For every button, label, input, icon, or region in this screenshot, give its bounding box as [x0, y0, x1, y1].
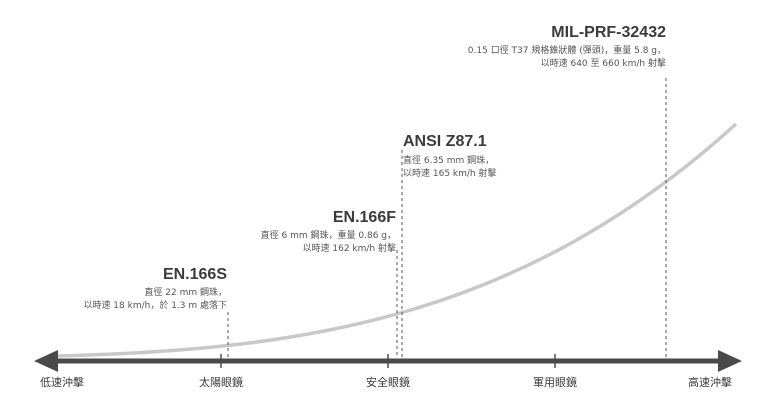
standard-title: EN.166F — [333, 209, 396, 226]
standard-desc-line: 0.15 口徑 T37 規格錐狀體 (彈頭)，重量 5.8 g， — [468, 44, 666, 56]
axis-label-high-impact: 高速沖擊 — [688, 375, 732, 389]
standard-title: ANSI Z87.1 — [403, 133, 487, 150]
axis-label-low-impact: 低速沖擊 — [40, 375, 84, 389]
standard-desc-line: 以時速 640 至 660 km/h 射擊 — [541, 57, 666, 69]
standard-ansiz87: ANSI Z87.1 直徑 6.35 mm 鋼珠， 以時速 165 km/h 射… — [403, 133, 496, 179]
standard-desc-line: 以時速 165 km/h 射擊 — [403, 167, 496, 179]
standard-en166f: EN.166F 直徑 6 mm 鋼珠，重量 0.86 g， 以時速 162 km… — [261, 209, 397, 254]
standard-desc-line: 直徑 22 mm 鋼珠， — [144, 286, 227, 298]
standard-title: EN.166S — [163, 266, 227, 283]
standard-title: MIL-PRF-32432 — [551, 24, 666, 41]
standard-desc-line: 以時速 18 km/h，於 1.3 m 處落下 — [83, 299, 227, 311]
standard-desc-line: 直徑 6.35 mm 鋼珠， — [403, 154, 494, 166]
category-label-safety-glasses: 安全眼鏡 — [366, 375, 410, 389]
impact-growth-curve — [54, 122, 738, 358]
axis-left-arrow — [34, 350, 58, 372]
standard-desc-line: 直徑 6 mm 鋼珠，重量 0.86 g， — [261, 229, 396, 241]
category-label-sunglasses: 太陽眼鏡 — [199, 375, 243, 389]
standard-milprf: MIL-PRF-32432 0.15 口徑 T37 規格錐狀體 (彈頭)，重量 … — [468, 24, 666, 69]
standard-desc-line: 以時速 162 km/h 射擊 — [303, 242, 396, 254]
axis-right-arrow — [718, 350, 742, 372]
category-label-military-glasses: 軍用眼鏡 — [533, 375, 577, 389]
standard-en166s: EN.166S 直徑 22 mm 鋼珠， 以時速 18 km/h，於 1.3 m… — [83, 266, 227, 311]
